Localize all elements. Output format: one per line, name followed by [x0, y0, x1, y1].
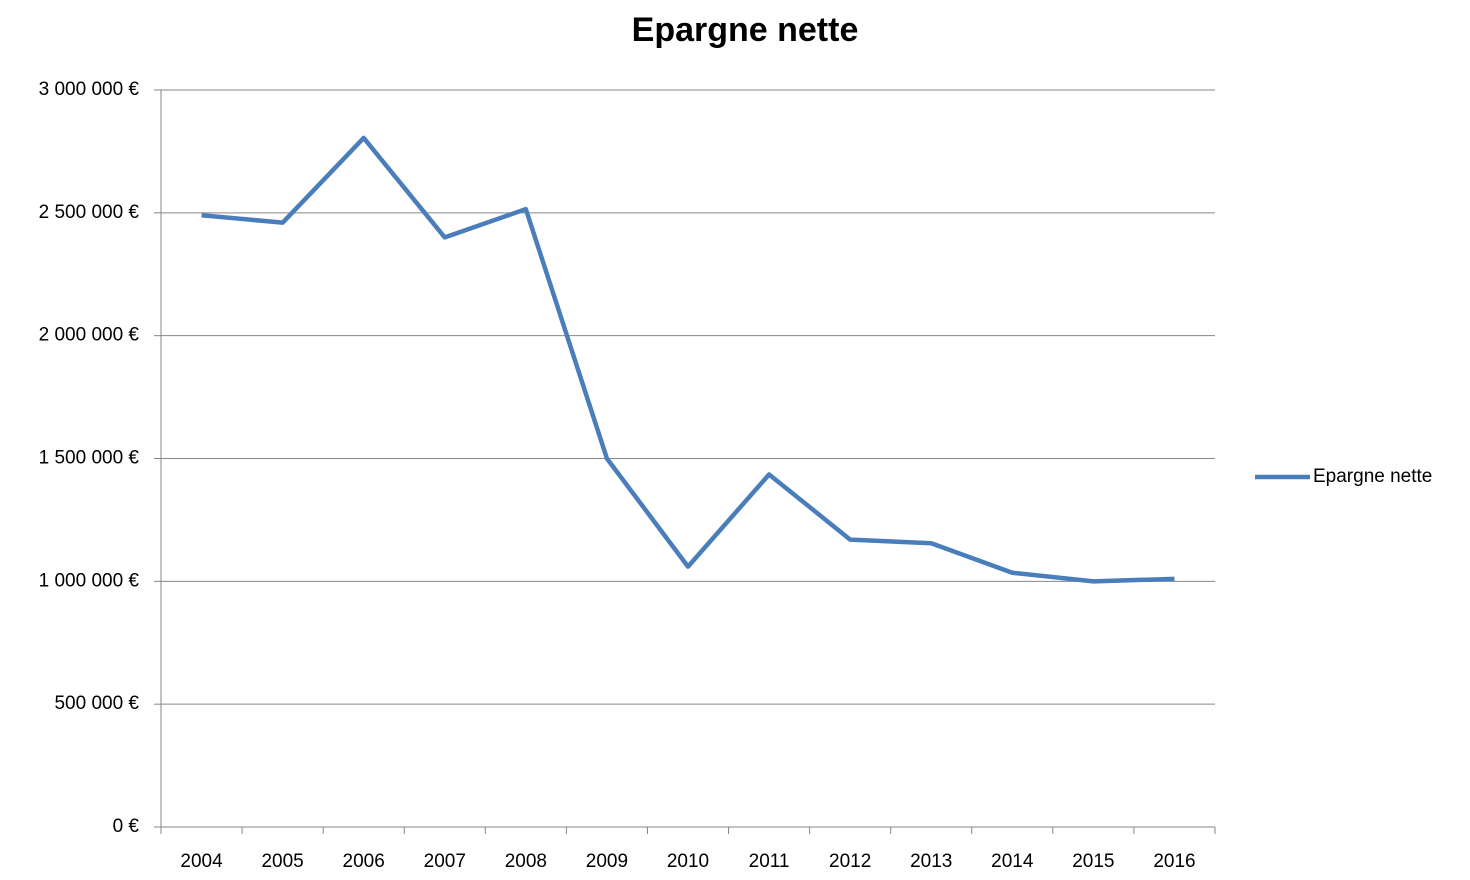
x-tick-label: 2013 [910, 851, 952, 872]
x-tick-label: 2012 [829, 851, 871, 872]
x-tick-label: 2006 [343, 851, 385, 872]
data-line [201, 135, 1175, 584]
x-tick-label: 2011 [749, 851, 790, 872]
x-tick-label: 2014 [991, 851, 1034, 872]
x-tick-label: 2015 [1072, 851, 1114, 872]
y-tick-label: 2 500 000 € [39, 202, 140, 223]
x-tick-label: 2009 [586, 851, 628, 872]
y-tick-label: 2 000 000 € [39, 325, 140, 346]
chart-title: Epargne nette [632, 11, 859, 49]
y-tick-label: 0 € [113, 816, 140, 837]
x-tick-label: 2004 [180, 851, 223, 872]
x-tick-label: 2010 [667, 851, 709, 872]
x-tick-label: 2007 [424, 851, 466, 872]
y-tick-label: 3 000 000 € [39, 79, 140, 100]
y-tick-label: 1 000 000 € [39, 570, 140, 591]
y-tick-label: 500 000 € [54, 693, 139, 714]
y-tick-label: 1 500 000 € [39, 448, 140, 469]
x-tick-label: 2016 [1153, 851, 1195, 872]
legend-label: Epargne nette [1313, 466, 1432, 487]
x-tick-label: 2008 [505, 851, 547, 872]
x-tick-label: 2005 [261, 851, 303, 872]
